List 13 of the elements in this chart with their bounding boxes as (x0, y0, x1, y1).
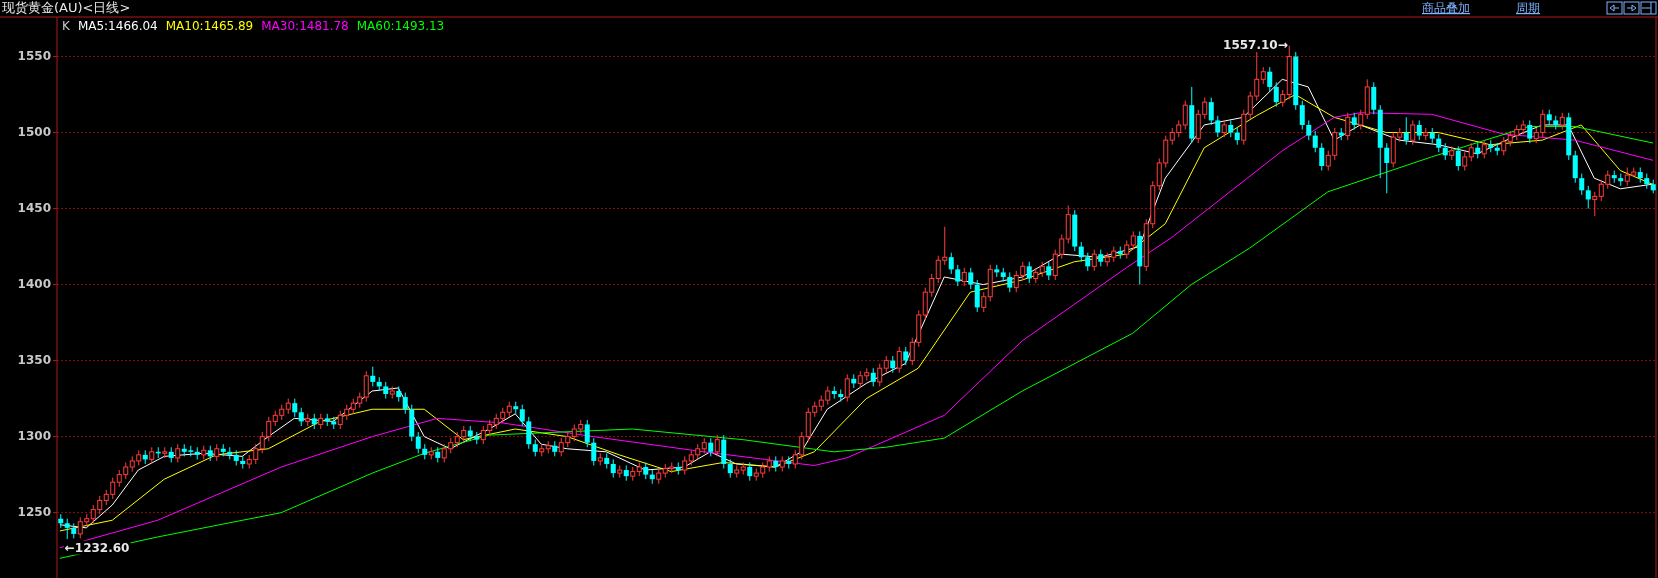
text: 周期 (1516, 1, 1540, 15)
y-tick-label: 1550 (17, 49, 51, 64)
annotation: 1557.10→ (1223, 38, 1288, 53)
text: 商品叠加 (1422, 1, 1470, 15)
annotation: ←1232.60 (64, 540, 130, 555)
y-tick-label: 1500 (17, 125, 51, 140)
y-tick-label: 1450 (17, 201, 51, 216)
legend: K MA5:1466.04 MA10:1465.89 MA30:1481.78 MA60:1493.13 (62, 18, 445, 33)
y-tick-label: 1250 (17, 505, 51, 520)
y-tick-label: 1350 (17, 353, 51, 368)
y-tick-label: 1400 (17, 277, 51, 292)
chart-title: 现货黄金(AU)<日线> (2, 0, 131, 15)
y-tick-label: 1300 (17, 429, 51, 444)
